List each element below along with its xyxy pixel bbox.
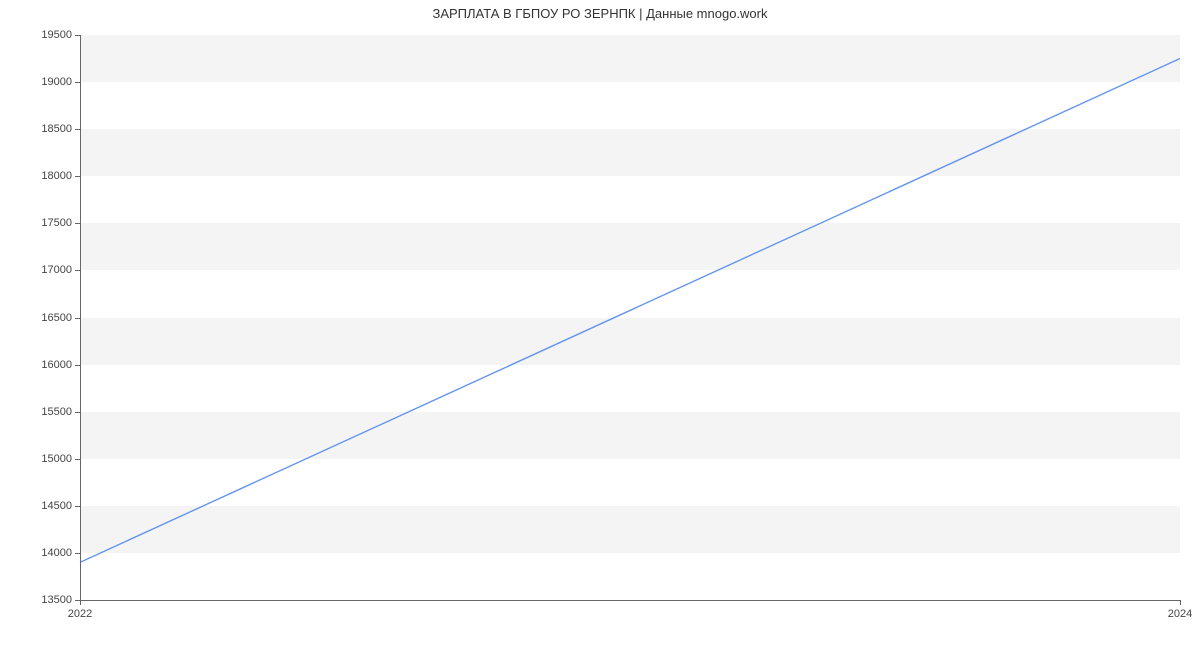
plot-area: 1350014000145001500015500160001650017000… <box>80 35 1180 600</box>
y-tick-label: 17000 <box>41 264 80 276</box>
y-tick-label: 15000 <box>41 453 80 465</box>
y-tick-label: 18000 <box>41 170 80 182</box>
series-salary <box>80 59 1180 563</box>
x-tick-label: 2024 <box>1168 600 1192 620</box>
y-tick-label: 14000 <box>41 547 80 559</box>
y-tick-label: 18500 <box>41 123 80 135</box>
line-layer <box>80 35 1180 600</box>
y-axis <box>80 35 81 600</box>
y-tick-label: 17500 <box>41 217 80 229</box>
y-tick-label: 19500 <box>41 29 80 41</box>
salary-line-chart: ЗАРПЛАТА В ГБПОУ РО ЗЕРНПК | Данные mnog… <box>0 0 1200 650</box>
y-tick-label: 16500 <box>41 312 80 324</box>
x-axis <box>80 600 1180 601</box>
x-tick-label: 2022 <box>68 600 92 620</box>
y-tick-label: 19000 <box>41 76 80 88</box>
y-tick-label: 15500 <box>41 406 80 418</box>
y-tick-label: 14500 <box>41 500 80 512</box>
y-tick-label: 16000 <box>41 359 80 371</box>
chart-title: ЗАРПЛАТА В ГБПОУ РО ЗЕРНПК | Данные mnog… <box>0 6 1200 21</box>
